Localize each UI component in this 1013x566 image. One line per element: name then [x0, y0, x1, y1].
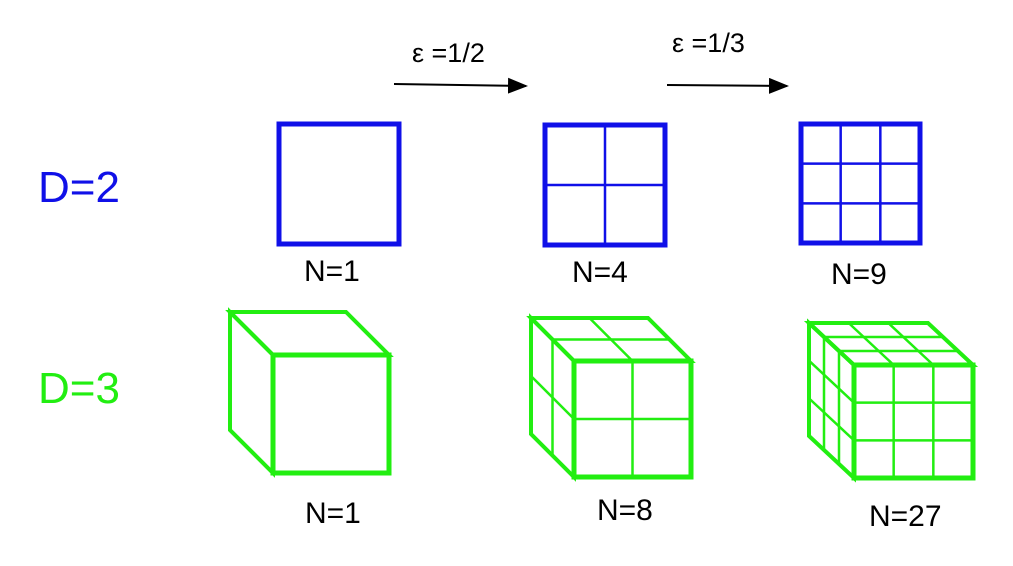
cube-grid-line: [807, 396, 856, 443]
square-outline: [276, 121, 402, 247]
scale-arrow-2-label: ε =1/3: [672, 28, 745, 58]
cube-grid-line: [807, 358, 856, 405]
square-count-3: N=9: [831, 258, 887, 291]
row-label-d2: D=2: [38, 163, 120, 212]
cube-grid-2: [526, 313, 696, 482]
cube-count-1: N=1: [305, 497, 361, 530]
square-count-1: N=1: [304, 255, 360, 288]
square-grid-2: [542, 122, 668, 248]
cube-front-face: [270, 352, 392, 476]
square-count-2: N=4: [572, 256, 628, 289]
cube-count-2: N=8: [597, 494, 653, 527]
cube-left-face: [228, 307, 275, 478]
cube-grid-1: [225, 307, 394, 478]
cube-count-3: N=27: [869, 500, 942, 533]
scale-arrow-1-label: ε =1/2: [412, 38, 485, 68]
square-outline: [798, 121, 923, 246]
cube-front-face: [851, 362, 976, 481]
square-grid-1: [276, 121, 402, 247]
cube-front-face: [571, 358, 694, 480]
cube-grid-line: [529, 374, 576, 421]
cube-grid-3: [803, 318, 979, 483]
cube-grid-line: [886, 321, 936, 367]
square-grid-3: [798, 121, 923, 246]
cube-left-face: [807, 318, 856, 483]
scale-arrow-2: ε =1/3: [666, 28, 789, 94]
cube-grid-line: [846, 321, 896, 367]
row-label-d3: D=3: [38, 364, 120, 413]
square-outline: [542, 122, 668, 248]
scale-arrow-1: ε =1/2: [393, 38, 528, 94]
